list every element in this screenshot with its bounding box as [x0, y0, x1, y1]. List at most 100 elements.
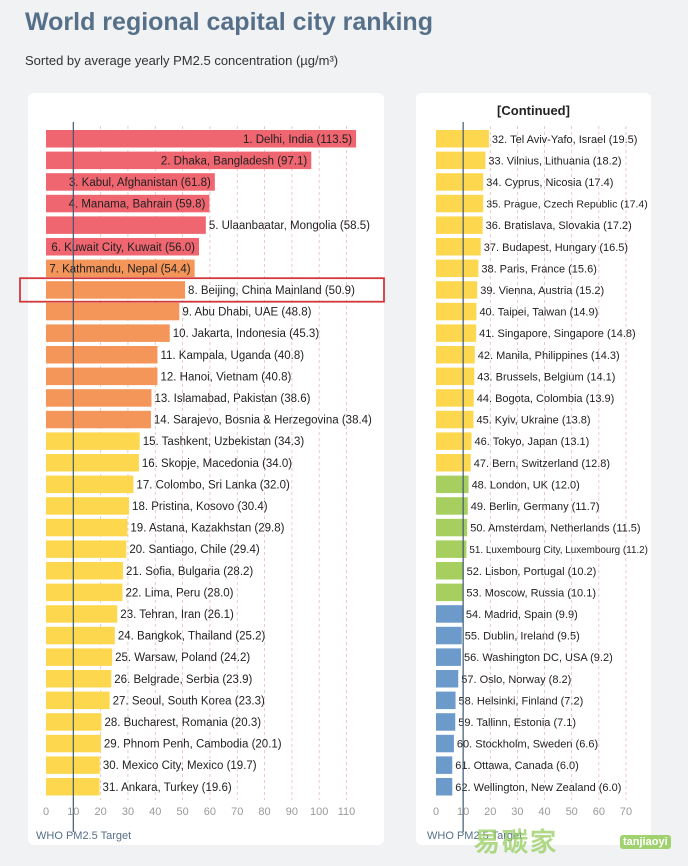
bar-label: 7. Kathmandu, Nepal (54.4) [49, 263, 190, 275]
x-tick-label: 60 [593, 806, 605, 818]
x-tick-label: 0 [43, 806, 49, 818]
bar-label: 14. Sarajevo, Bosnia & Herzegovina (38.4… [154, 415, 372, 427]
bar-label: 27. Seoul, South Korea (23.3) [113, 695, 265, 707]
x-tick-label: 90 [286, 806, 298, 818]
x-tick-label: 30 [511, 806, 523, 818]
bar-label: 13. Islamabad, Pakistan (38.6) [154, 393, 310, 405]
bar [46, 346, 158, 364]
x-tick-label: 0 [433, 806, 439, 818]
bar-label: 56. Washington DC, USA (9.2) [464, 652, 613, 664]
bar [436, 432, 472, 450]
bar-label: 39. Vienna, Austria (15.2) [480, 285, 604, 297]
bar-label: 44. Bogota, Colombia (13.9) [477, 393, 615, 405]
who-target-label-right: WHO PM2.5 Target [427, 830, 523, 842]
bar [46, 475, 134, 494]
continued-label: [Continued] [497, 103, 570, 118]
who-target-label-left: WHO PM2.5 Target [36, 830, 132, 842]
bar [46, 518, 128, 537]
watermark-site: tanjiaoyi [620, 835, 671, 849]
bar-label: 6. Kuwait City, Kuwait (56.0) [51, 242, 195, 254]
bar [436, 389, 474, 407]
x-tick-label: 60 [204, 806, 216, 818]
bar-label: 60. Stockholm, Sweden (6.6) [457, 739, 598, 751]
bar-label: 54. Madrid, Spain (9.9) [466, 609, 578, 621]
bar-label: 22. Lima, Peru (28.0) [125, 587, 233, 599]
bar [436, 410, 474, 429]
bar [436, 130, 489, 148]
bar-label: 38. Paris, France (15.6) [481, 263, 597, 275]
bar [46, 194, 210, 213]
bar [46, 648, 113, 666]
bar [436, 713, 456, 731]
bar-label: 55. Dublin, Ireland (9.5) [465, 631, 580, 643]
bar [46, 626, 115, 645]
bar [436, 778, 453, 796]
bar [436, 497, 468, 515]
bar-label: 61. Ottawa, Canada (6.0) [455, 760, 579, 772]
page-title: World regional capital city ranking [25, 8, 433, 36]
watermark-logo: 易碳家 [474, 827, 559, 857]
bar [46, 583, 123, 602]
x-tick-label: 40 [538, 806, 550, 818]
bar [46, 432, 140, 450]
bar-label: 51. Luxembourg City, Luxembourg (11.2) [469, 545, 648, 556]
bar-label: 57. Oslo, Norway (8.2) [461, 674, 571, 686]
bar-label: 15. Tashkent, Uzbekistan (34.3) [143, 436, 305, 448]
bar-label: 29. Phnom Penh, Cambodia (20.1) [104, 739, 282, 751]
bar [436, 324, 477, 342]
x-tick-label: 80 [258, 806, 270, 818]
page-subtitle: Sorted by average yearly PM2.5 concentra… [25, 53, 339, 68]
bar-label: 10. Jakarta, Indonesia (45.3) [173, 328, 320, 340]
bar [436, 648, 461, 666]
x-tick-label: 50 [566, 806, 578, 818]
bar [436, 151, 486, 170]
bar-label: 45. Kyiv, Ukraine (13.8) [476, 415, 590, 427]
bar-label: 33. Vilnius, Lithuania (18.2) [488, 155, 621, 167]
bar-label: 47. Bern, Switzerland (12.8) [474, 458, 610, 470]
x-tick-label: 100 [310, 806, 328, 818]
highlight-box [19, 277, 385, 303]
bar-label: 36. Bratislava, Slovakia (17.2) [486, 220, 632, 232]
bar-label: 11. Kampala, Uganda (40.8) [160, 350, 304, 362]
bar [46, 216, 206, 234]
bar [436, 454, 471, 472]
bar [46, 173, 215, 191]
bar [436, 173, 484, 191]
bar-label: 41. Singapore, Singapore (14.8) [479, 328, 636, 340]
bar-label: 19. Astana, Kazakhstan (29.8) [130, 523, 284, 535]
bar-label: 46. Tokyo, Japan (13.1) [475, 436, 590, 448]
bar [46, 367, 158, 386]
bar-label: 43. Brussels, Belgium (14.1) [477, 371, 615, 383]
bar-label: 31. Ankara, Turkey (19.6) [103, 782, 232, 794]
bar-label: 1. Delhi, India (113.5) [243, 134, 352, 146]
bar-label: 37. Budapest, Hungary (16.5) [484, 242, 628, 254]
bar [46, 691, 110, 710]
bar-label: 24. Bangkok, Thailand (25.2) [118, 631, 266, 643]
bar-label: 17. Colombo, Sri Lanka (32.0) [136, 479, 290, 491]
bar-label: 62. Wellington, New Zealand (6.0) [455, 782, 621, 794]
bar [436, 734, 454, 753]
bar [46, 410, 151, 429]
bar [436, 281, 478, 299]
x-tick-label: 50 [176, 806, 188, 818]
bar-label: 26. Belgrade, Serbia (23.9) [114, 674, 252, 686]
bar [46, 281, 186, 299]
bar-label: 30. Mexico City, Mexico (19.7) [103, 760, 257, 772]
bar [436, 626, 462, 645]
bar [46, 130, 357, 148]
bar [46, 562, 124, 580]
bar-label: 32. Tel Aviv-Yafo, Israel (19.5) [492, 134, 638, 146]
bar-label: 48. London, UK (12.0) [472, 479, 580, 491]
bar-label: 2. Dhaka, Bangladesh (97.1) [161, 155, 308, 167]
bar [436, 346, 475, 364]
x-tick-label: 20 [484, 806, 496, 818]
bar [436, 583, 464, 602]
x-tick-label: 70 [620, 806, 632, 818]
bar-label: 25. Warsaw, Poland (24.2) [115, 652, 250, 664]
bar-label: 8. Beijing, China Mainland (50.9) [188, 285, 355, 297]
x-tick-label: 10 [67, 806, 79, 818]
bar-label: 18. Pristina, Kosovo (30.4) [132, 501, 268, 513]
x-tick-label: 20 [95, 806, 107, 818]
bar [46, 454, 139, 472]
bar [436, 238, 481, 256]
